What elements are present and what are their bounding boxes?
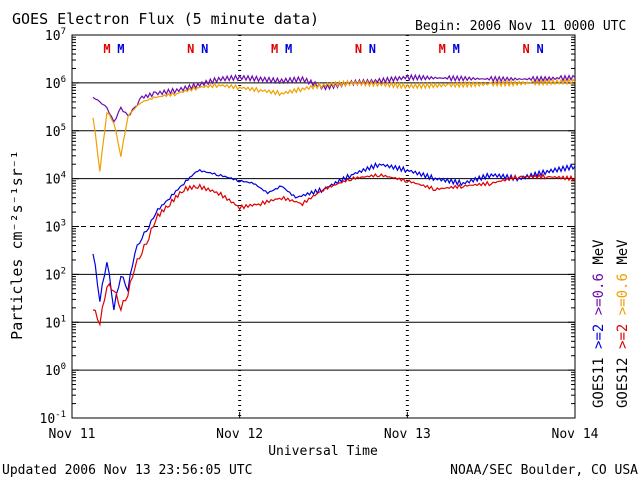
mn-marker-label: N bbox=[536, 42, 543, 56]
mn-marker-label: M bbox=[103, 42, 110, 56]
x-tick-label: Nov 11 bbox=[49, 427, 96, 442]
mn-marker-label: M bbox=[439, 42, 446, 56]
chart-title: GOES Electron Flux (5 minute data) bbox=[12, 10, 319, 28]
mn-marker-label: N bbox=[187, 42, 194, 56]
y-tick-label: 107 bbox=[45, 27, 66, 44]
updated-timestamp: Updated 2006 Nov 13 23:56:05 UTC bbox=[2, 463, 252, 478]
legend-entry: GOES12 >=2 >=0.6 MeV bbox=[615, 239, 631, 408]
credit-label: NOAA/SEC Boulder, CO USA bbox=[450, 463, 638, 478]
y-tick-label: 101 bbox=[45, 314, 66, 331]
y-tick-label: 103 bbox=[45, 219, 66, 236]
x-axis-label: Universal Time bbox=[268, 444, 378, 459]
series-line bbox=[92, 172, 576, 327]
x-tick-label: Nov 12 bbox=[216, 427, 263, 442]
x-tick-label: Nov 13 bbox=[384, 427, 431, 442]
series-line bbox=[92, 77, 576, 172]
mn-marker-label: N bbox=[355, 42, 362, 56]
begin-label: Begin: 2006 Nov 11 0000 UTC bbox=[415, 19, 626, 34]
x-tick-labels: Nov 11 Nov 12 Nov 13 Nov 14 bbox=[49, 427, 599, 442]
mn-marker-label: M bbox=[271, 42, 278, 56]
y-tick-label: 105 bbox=[45, 123, 66, 140]
day-dividers bbox=[71, 35, 576, 418]
y-tick-label: 106 bbox=[45, 75, 66, 92]
legend: GOES11 >=2 >=0.6 MeV GOES12 >=2 >=0.6 MeV bbox=[591, 239, 631, 408]
y-minor-ticks bbox=[72, 36, 575, 419]
series-line bbox=[92, 161, 576, 311]
series-lines bbox=[92, 73, 576, 327]
mn-marker-label: M bbox=[117, 42, 124, 56]
y-tick-label: 10-1 bbox=[40, 410, 67, 427]
y-tick-label: 100 bbox=[45, 362, 66, 379]
y-tick-label: 102 bbox=[45, 266, 66, 283]
mn-marker-label: M bbox=[285, 42, 292, 56]
mn-marker-label: N bbox=[522, 42, 529, 56]
mn-marker-label: N bbox=[201, 42, 208, 56]
mn-marker-label: M bbox=[453, 42, 460, 56]
y-axis-label: Particles cm⁻²s⁻¹sr⁻¹ bbox=[8, 150, 26, 340]
y-tick-labels: 107 106 105 104 103 102 101 100 10-1 bbox=[40, 27, 67, 427]
legend-entry: GOES11 >=2 >=0.6 MeV bbox=[591, 239, 607, 408]
reference-lines bbox=[72, 82, 575, 371]
mn-marker-label: N bbox=[369, 42, 376, 56]
y-tick-label: 104 bbox=[45, 171, 66, 188]
x-tick-label: Nov 14 bbox=[552, 427, 599, 442]
